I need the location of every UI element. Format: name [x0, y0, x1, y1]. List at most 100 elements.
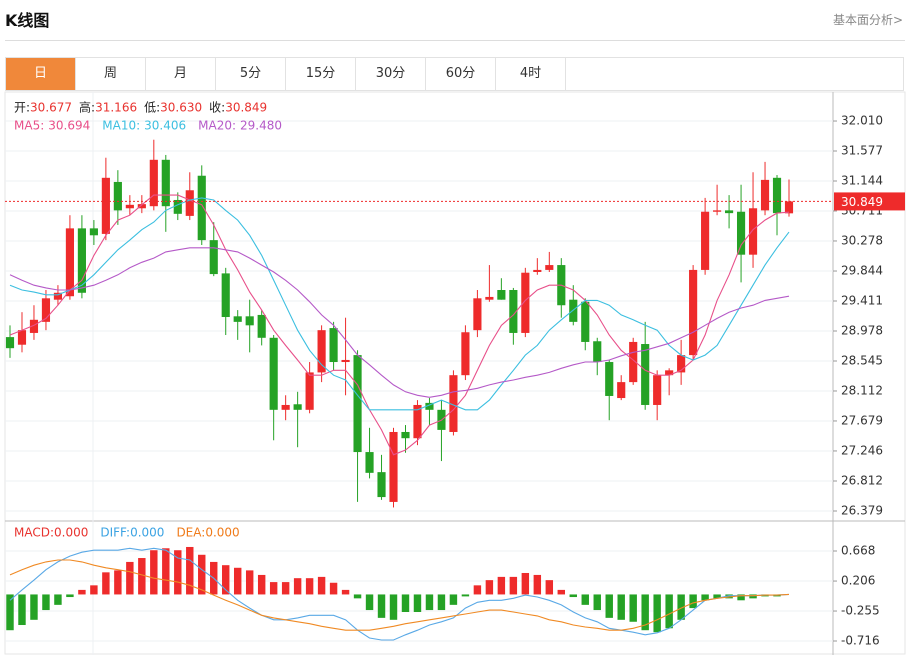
candle-body — [497, 290, 506, 300]
y-tick-label: 28.112 — [841, 383, 883, 397]
price-label: 30.849 — [841, 195, 883, 209]
macd-bar — [461, 594, 470, 597]
macd-bar — [114, 570, 122, 595]
candle-body — [89, 228, 98, 236]
candle-body — [353, 355, 362, 453]
candle-body — [29, 319, 39, 333]
info-value: 31.166 — [95, 101, 137, 115]
y-tick-label: 31.577 — [841, 144, 883, 158]
candle-body — [449, 375, 458, 432]
indicator-line — [9, 547, 790, 641]
macd-bar — [437, 594, 446, 611]
period-tab[interactable]: 60分 — [426, 58, 496, 90]
y-tick-label: 30.278 — [841, 233, 883, 247]
macd-bar — [42, 594, 50, 611]
macd-bar — [150, 550, 158, 595]
period-tab[interactable]: 月 — [146, 58, 216, 90]
macd-bar — [174, 550, 182, 595]
candle-body — [101, 177, 110, 234]
ma-label: MA20: — [198, 119, 236, 133]
macd-bar — [18, 594, 26, 626]
y-tick-label: 26.379 — [841, 503, 883, 517]
period-tab[interactable]: 4时 — [496, 58, 566, 90]
macd-bar — [30, 594, 38, 620]
macd-bar — [78, 589, 86, 595]
candle-body — [689, 269, 698, 356]
ma-value: 29.480 — [240, 119, 282, 133]
candle-body — [485, 296, 494, 300]
candle-body — [677, 355, 686, 373]
candle-body — [713, 210, 722, 212]
y-tick-label: 27.246 — [841, 443, 883, 457]
indicator-line — [9, 247, 790, 398]
macd-bar — [198, 554, 206, 595]
y-tick-label: 32.010 — [841, 114, 883, 128]
y-tick-label: 27.679 — [841, 413, 883, 427]
candle-body — [293, 404, 302, 410]
period-tab[interactable]: 15分 — [286, 58, 356, 90]
macd-bar — [713, 594, 721, 599]
macd-bar — [341, 589, 350, 595]
candle-body — [329, 328, 338, 363]
y-tick-label: -0.716 — [841, 634, 880, 648]
candle-body — [617, 382, 626, 399]
y-tick-label: -0.255 — [841, 604, 880, 618]
ma-value: 30.694 — [48, 119, 90, 133]
candle-body — [629, 341, 638, 383]
macd-bar — [569, 594, 577, 598]
period-tab[interactable]: 5分 — [216, 58, 286, 90]
candle-body — [5, 337, 15, 349]
candle-body — [257, 314, 266, 338]
candle-body — [41, 298, 51, 322]
macd-bar — [162, 548, 170, 595]
macd-bar — [545, 580, 554, 595]
candle-body — [533, 269, 542, 272]
candle-body — [377, 472, 386, 498]
fundamental-link[interactable]: 基本面分析> — [832, 13, 903, 27]
indicator-line — [9, 559, 790, 631]
y-tick-label: 28.545 — [841, 353, 883, 367]
period-tabs: 日周月 5分 15分 30分 60分 4时 — [5, 57, 904, 91]
y-tick-label: 31.144 — [841, 173, 883, 187]
candle-body — [401, 431, 410, 439]
macd-info-value: 0.000 — [54, 526, 88, 540]
macd-bar — [377, 594, 386, 618]
candle-body — [113, 181, 122, 211]
macd-bar — [593, 594, 601, 611]
candle-body — [65, 228, 74, 297]
macd-bar — [677, 594, 685, 620]
candle-body — [461, 332, 470, 376]
period-tab[interactable]: 周 — [76, 58, 146, 90]
candle-body — [197, 175, 206, 241]
macd-bar — [725, 594, 733, 599]
candle-body — [161, 159, 170, 207]
candle-body — [53, 292, 63, 300]
macd-bar — [365, 594, 374, 611]
macd-info-label: DIFF: — [100, 526, 130, 540]
candle-body — [581, 301, 590, 342]
macd-bar — [329, 582, 338, 595]
macd-bar — [473, 585, 482, 595]
indicator-line — [9, 194, 790, 456]
candle-body — [509, 290, 518, 333]
macd-bar — [749, 594, 757, 599]
candle-body — [137, 204, 146, 209]
candle-body — [701, 211, 710, 270]
macd-info-label: MACD: — [14, 526, 54, 540]
period-tab[interactable]: 日 — [6, 58, 76, 90]
macd-bar — [497, 576, 506, 595]
y-tick-label: 29.844 — [841, 264, 883, 278]
candle-body — [17, 330, 27, 345]
info-label: 低: — [144, 101, 160, 115]
candle-body — [784, 201, 794, 214]
period-tab[interactable]: 30分 — [356, 58, 426, 90]
macd-bar — [521, 572, 530, 595]
divider — [5, 40, 905, 41]
candle-body — [545, 265, 554, 270]
macd-bar — [293, 578, 302, 595]
candle-body — [305, 372, 314, 410]
candle-body — [221, 273, 230, 318]
candle-body — [736, 211, 746, 255]
macd-bar — [485, 580, 494, 595]
macd-bar — [186, 546, 194, 595]
